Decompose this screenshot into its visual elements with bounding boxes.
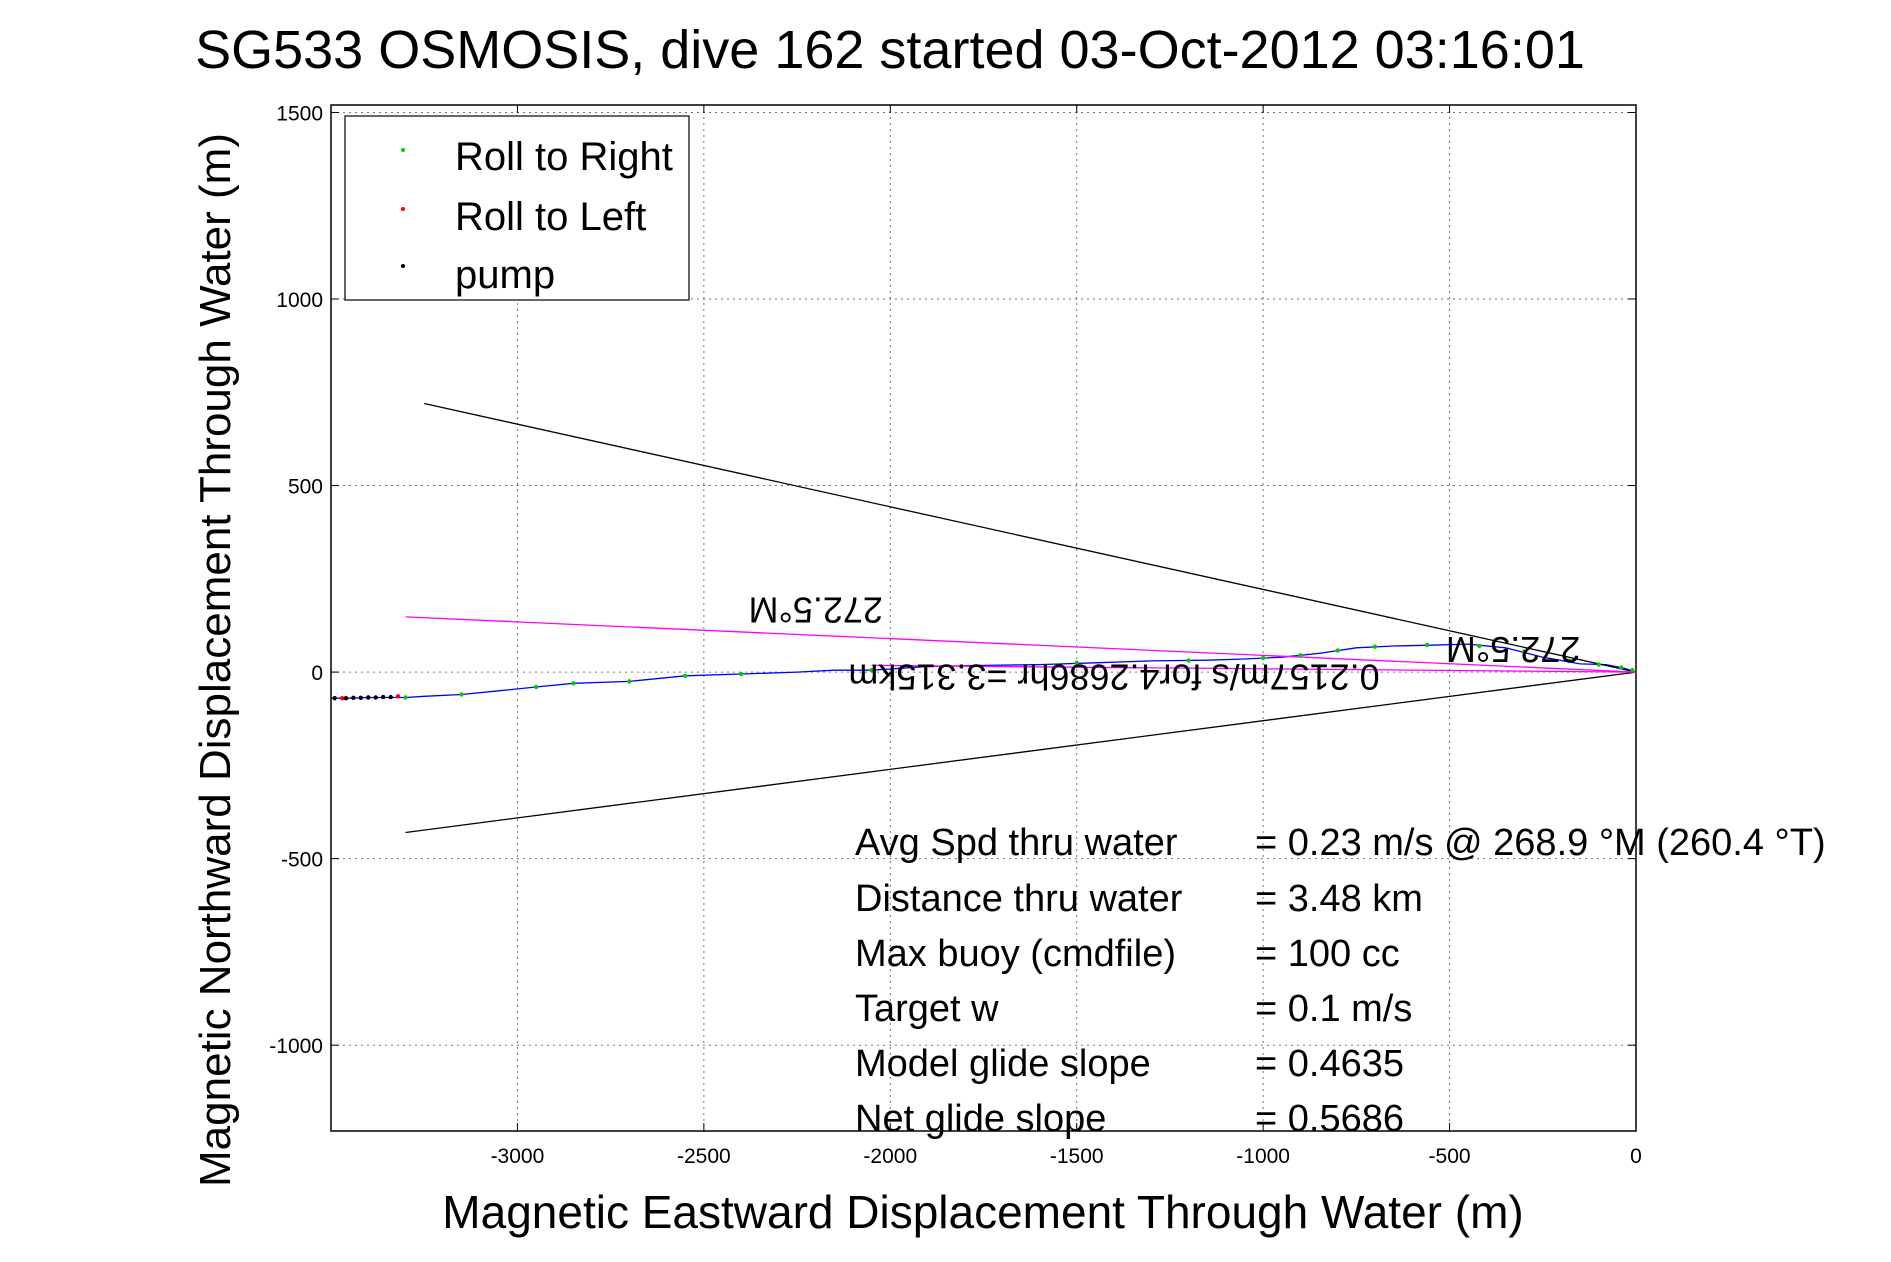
annotations: 272.5°M 272.5°M 0.2157m/s for4.2686hr =3.3… [748,590,1580,698]
marker-roll-right [1566,658,1572,664]
marker-roll-right [1477,643,1482,649]
grid [331,105,1637,1131]
stat-label-net-glide: Net glide slope [855,1098,1106,1140]
marker-roll-right [627,679,632,684]
x-tick-label: -3000 [491,1145,545,1168]
series-line-boundary-1 [424,402,1637,673]
x-tick-label: -1500 [1050,1145,1104,1168]
y-tick-label: 1000 [276,289,323,312]
y-tick-label: 1500 [276,102,323,125]
marker-roll-right [1074,660,1079,665]
stat-value-max-buoy: = 100 cc [1255,933,1400,975]
legend: Roll to Right Roll to Left pump [344,115,690,301]
stat-value-net-glide: = 0.5686 [1255,1098,1404,1140]
legend-marker-pump [401,264,405,268]
stat-value-target-w: = 0.1 m/s [1255,988,1412,1030]
series-line-boundary-2 [405,671,1637,834]
legend-marker-roll-left [401,207,405,211]
stat-label-avg-speed: Avg Spd thru water [855,822,1178,864]
stat-value-model-glide: = 0.4635 [1255,1043,1404,1085]
marker-roll-left [340,696,345,701]
legend-marker-roll-right [401,148,405,152]
y-tick-label: 500 [288,476,323,499]
marker-roll-right [1372,644,1378,649]
stat-value-distance: = 3.48 km [1255,878,1423,920]
marker-roll-right [1298,653,1303,658]
marker-roll-right [869,668,874,673]
y-tick-label: -1000 [269,1035,323,1058]
marker-roll-right [571,681,576,686]
marker-roll-right [1260,655,1266,661]
chart-title: SG533 OSMOSIS, dive 162 started 03-Oct-2… [195,20,1585,80]
marker-roll-right [738,671,744,677]
annotation-label-2: 0.2157m/s for4.2686hr =3.315km [848,657,1379,698]
series-markers [332,642,1635,701]
x-axis-label: Magnetic Eastward Displacement Through W… [442,1186,1523,1238]
plot-frame [330,104,1637,1132]
legend-label-pump: pump [455,253,555,297]
marker-pump [373,695,378,700]
x-tick-label: 0 [1630,1145,1642,1168]
annotation-label-0: 272.5°M [748,590,882,631]
y-axis-label: Magnetic Northward Displacement Through … [191,133,240,1187]
marker-roll-right [1618,665,1624,670]
marker-pump [388,694,393,700]
legend-label-roll-right: Roll to Right [455,135,673,179]
marker-roll-right [1521,649,1527,654]
x-tick-label: -2500 [677,1145,731,1168]
stat-label-distance: Distance thru water [855,878,1183,920]
x-tick-label: -2000 [863,1145,917,1168]
series-line-heading-3 [405,616,1637,673]
tick-labels: -3000 -2500 -2000 -1500 -1000 -500 0 -1000 -500 0… [269,102,1642,1168]
marker-roll-right [1596,662,1601,667]
stat-label-max-buoy: Max buoy (cmdfile) [855,933,1176,975]
marker-roll-right [1186,658,1191,663]
stat-value-avg-speed: = 0.23 m/s @ 268.9 °M (260.4 °T) [1255,822,1826,864]
x-tick-label: -1000 [1236,1145,1290,1168]
annotation-label-1: 272.5°M [1446,629,1580,670]
marker-pump [351,695,356,700]
marker-roll-right [403,695,408,700]
marker-pump [381,694,386,700]
x-tick-label: -500 [1429,1145,1471,1168]
y-tick-label: -500 [281,849,323,872]
marker-roll-right [683,673,688,678]
marker-roll-right [1335,648,1340,653]
stat-label-model-glide: Model glide slope [855,1043,1151,1085]
marker-roll-left [395,694,401,699]
marker-pump [358,695,363,700]
legend-label-roll-left: Roll to Left [455,195,646,239]
marker-pump [366,695,371,700]
stats-block: Avg Spd thru water = 0.23 m/s @ 268.9 °M… [855,822,1826,1140]
marker-roll-right [1425,642,1430,648]
stat-label-target-w: Target w [855,988,999,1030]
marker-pump [343,696,349,701]
series-line-heading-4 [871,664,1637,673]
y-tick-label: 0 [311,662,323,685]
marker-roll-right [533,684,539,690]
marker-roll-right [1630,668,1635,673]
marker-pump [332,696,337,701]
marker-roll-right [459,692,464,697]
